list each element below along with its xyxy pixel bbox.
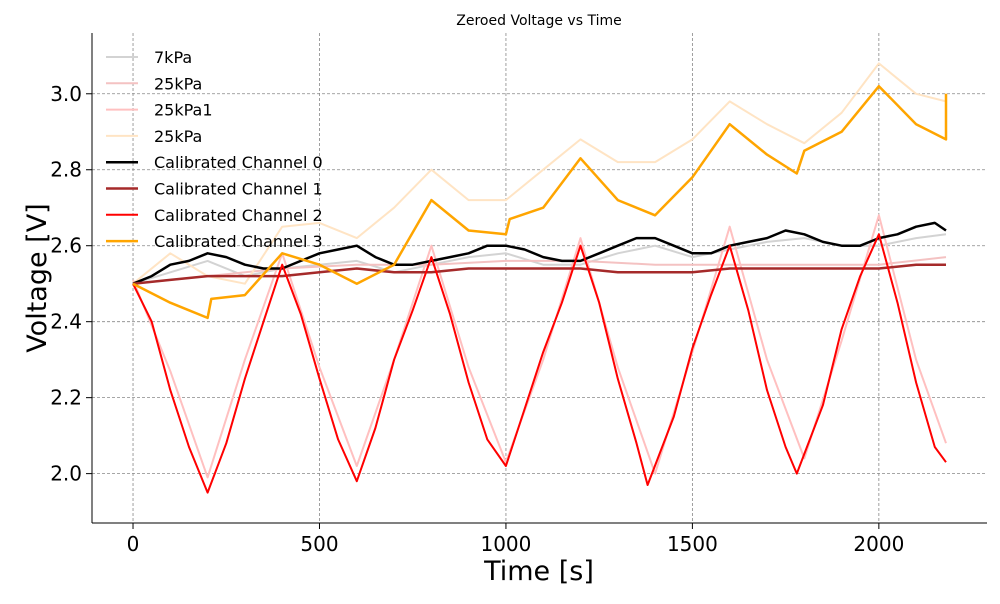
legend-label: 25kPa1: [154, 101, 213, 120]
y-axis-label: Voltage [V]: [22, 203, 53, 352]
series-line-3: [132, 62, 947, 285]
x-axis-label: Time [s]: [483, 556, 594, 587]
legend-label: 25kPa: [154, 74, 202, 93]
x-tick-label: 500: [300, 532, 338, 556]
y-tick-label: 2.6: [50, 234, 82, 258]
legend-label: 25kPa: [154, 127, 202, 146]
x-tick-label: 1000: [480, 532, 531, 556]
series-line-1: [132, 256, 947, 285]
series-line-7: [132, 84, 948, 320]
y-tick-label: 3.0: [50, 82, 82, 106]
y-tick-label: 2.4: [50, 310, 82, 334]
legend-label: Calibrated Channel 1: [154, 180, 323, 199]
series-line-6: [132, 233, 947, 494]
x-tick-label: 0: [127, 532, 140, 556]
legend-label: 7kPa: [154, 48, 192, 67]
x-tick-label: 2000: [853, 532, 904, 556]
legend: 7kPa 25kPa 25kPa1 25kPa Calibrated Channel 0…: [106, 48, 323, 251]
ticks: 0 500 1000 1500 2000 2.0 2.2 2.4 2.6 2.8 3.0: [50, 82, 904, 556]
y-tick-label: 2.8: [50, 158, 82, 182]
axes: [91, 33, 987, 524]
x-tick-label: 1500: [667, 532, 718, 556]
y-tick-label: 2.0: [50, 462, 82, 486]
legend-label: Calibrated Channel 2: [154, 206, 323, 225]
y-tick-label: 2.2: [50, 386, 82, 410]
series-layer: [132, 62, 948, 494]
chart-title: Zeroed Voltage vs Time: [456, 13, 621, 29]
legend-label: Calibrated Channel 3: [154, 232, 323, 251]
grid: [92, 33, 987, 523]
legend-label: Calibrated Channel 0: [154, 153, 323, 172]
series-line-5: [132, 263, 946, 285]
